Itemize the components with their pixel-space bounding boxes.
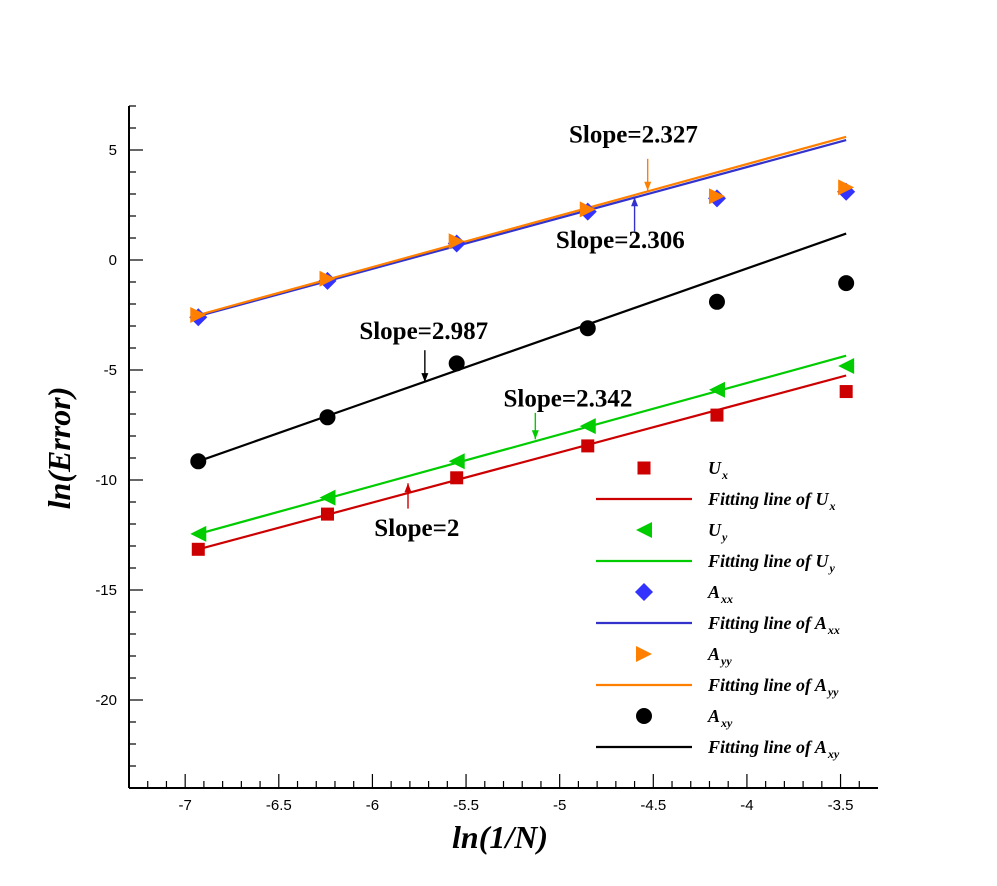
point-uy <box>838 358 855 375</box>
legend-fit-label: Fitting line of Axy <box>707 737 840 761</box>
point-uy <box>190 525 207 542</box>
legend-label: Ayy <box>707 644 732 668</box>
point-axy <box>579 320 596 337</box>
point-uy <box>448 453 465 470</box>
x-tick-label: -3.5 <box>828 797 854 814</box>
point-ayy <box>190 307 207 323</box>
markers <box>189 179 856 556</box>
point-ayy <box>708 188 725 205</box>
x-tick-label: -5.5 <box>453 797 479 814</box>
legend-symbol-ayy <box>636 646 652 662</box>
y-tick-label: -10 <box>95 472 117 489</box>
point-ux <box>320 507 334 521</box>
legend-fit-label: Fitting line of Axx <box>707 613 840 637</box>
fit-line-axy <box>197 232 847 463</box>
slope-arrow-head <box>631 197 639 207</box>
point-ayy <box>448 233 465 250</box>
legend: Ux Fitting line of Ux Uy Fitting line of Uy… <box>596 458 840 761</box>
fit-line-axx <box>197 139 847 318</box>
x-tick-label: -6.5 <box>266 797 292 814</box>
point-axy <box>190 453 207 470</box>
point-uy <box>319 489 336 506</box>
point-axy <box>708 293 725 310</box>
point-uy <box>708 381 725 398</box>
slope-arrow-head <box>644 181 652 191</box>
point-uy <box>579 418 596 435</box>
x-tick-label: -5 <box>553 797 566 814</box>
fit-line-uy <box>197 354 847 535</box>
point-ux <box>839 385 853 399</box>
y-tick-label: 0 <box>109 252 117 269</box>
slope-label: Slope=2.306 <box>556 227 685 254</box>
slope-label: Slope=2 <box>374 515 459 542</box>
legend-symbol-axx <box>635 583 653 601</box>
axes: -7 -6.5 -6 -5.5 -5 -4.5 -4 -3.5 5 0 -5 -10 -15 -20 <box>95 105 878 814</box>
slope-arrow-head <box>421 373 429 383</box>
legend-symbol-ux <box>637 461 651 475</box>
slope-label: Slope=2.342 <box>504 385 633 412</box>
point-axy <box>448 355 465 372</box>
slope-label: Slope=2.327 <box>569 121 698 148</box>
x-axis-title: ln(1/N) <box>452 819 548 855</box>
slope-label: Slope=2.987 <box>359 318 488 345</box>
legend-fit-label: Fitting line of Ux <box>707 489 836 513</box>
y-axis-title: ln(Error) <box>41 387 77 510</box>
legend-label: Axx <box>707 582 733 606</box>
legend-fit-label: Fitting line of Uy <box>707 551 836 575</box>
point-axy <box>838 275 855 292</box>
slope-arrow-head <box>404 483 412 493</box>
point-ayy <box>579 201 596 218</box>
y-tick-label: 5 <box>109 142 117 159</box>
legend-symbol-axy <box>636 708 652 724</box>
legend-symbol-uy <box>636 522 652 538</box>
y-tick-label: -15 <box>95 582 117 599</box>
point-ux <box>450 471 464 485</box>
fit-lines <box>197 135 847 551</box>
legend-fit-label: Fitting line of Ayy <box>707 675 839 699</box>
legend-label: Ux <box>708 458 728 482</box>
point-ayy <box>838 179 855 196</box>
y-tick-label: -5 <box>104 362 117 379</box>
x-tick-label: -7 <box>179 797 192 814</box>
point-ayy <box>319 270 336 287</box>
x-tick-label: -4 <box>740 797 753 814</box>
point-ux <box>710 408 724 422</box>
point-ux <box>581 439 595 453</box>
y-tick-label: -20 <box>95 692 117 709</box>
fit-line-ayy <box>197 135 847 317</box>
fit-line-ux <box>197 374 847 551</box>
x-tick-label: -4.5 <box>640 797 666 814</box>
slope-arrow-head <box>531 430 539 440</box>
point-axy <box>319 409 336 426</box>
x-tick-label: -6 <box>366 797 379 814</box>
legend-label: Uy <box>708 520 728 544</box>
point-ux <box>191 542 205 556</box>
annotations: Slope=2.327 Slope=2.306 Slope=2.987 Slope=2… <box>359 121 698 542</box>
legend-label: Axy <box>707 706 733 730</box>
